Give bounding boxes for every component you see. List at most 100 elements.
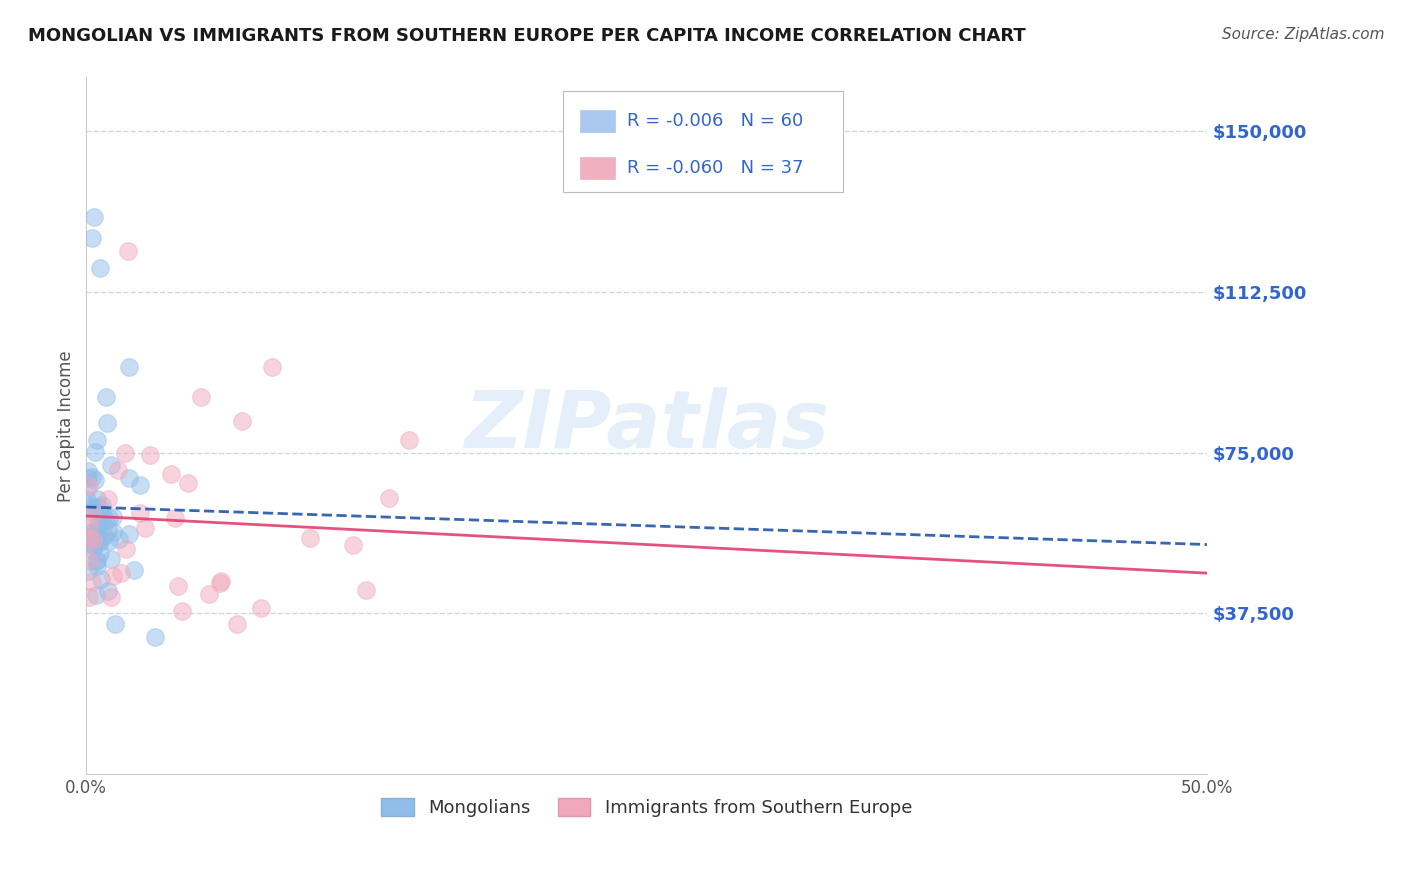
Point (83, 539, 105, 553)
Point (139, 448, 162, 462)
Point (87, 519, 110, 533)
Point (209, 574, 232, 588)
Point (86, 519, 108, 533)
Point (100, 590, 122, 604)
Point (87, 529, 110, 543)
Point (79, 532, 101, 546)
Point (86, 492, 108, 507)
Text: R = -0.060   N = 37: R = -0.060 N = 37 (627, 159, 803, 178)
Point (79, 504, 101, 518)
Point (299, 531, 322, 545)
Point (165, 511, 187, 525)
Point (143, 630, 166, 644)
Point (100, 458, 122, 473)
Point (97, 583, 120, 598)
Point (98, 534, 121, 549)
Point (134, 521, 156, 535)
Point (89, 506, 111, 520)
Point (103, 509, 125, 524)
Point (100, 552, 122, 566)
Point (86, 553, 108, 567)
Point (84, 525, 107, 540)
Point (91, 508, 114, 523)
Point (84, 554, 107, 568)
Text: MONGOLIAN VS IMMIGRANTS FROM SOUTHERN EUROPE PER CAPITA INCOME CORRELATION CHART: MONGOLIAN VS IMMIGRANTS FROM SOUTHERN EU… (28, 27, 1026, 45)
Point (101, 524, 124, 539)
Point (77, 530, 100, 544)
Point (82, 508, 104, 523)
Point (77, 553, 100, 567)
Point (76, 526, 98, 541)
Point (115, 541, 138, 556)
Point (89, 261, 111, 276)
Point (80, 533, 103, 547)
Point (97, 523, 120, 537)
Point (83, 474, 105, 488)
Point (249, 600, 271, 615)
Point (89, 535, 111, 549)
Point (76, 465, 98, 479)
Point (76, 471, 98, 485)
Point (177, 475, 200, 490)
Text: Source: ZipAtlas.com: Source: ZipAtlas.com (1222, 27, 1385, 42)
Point (82, 543, 104, 558)
Point (84, 533, 107, 547)
Point (80, 575, 103, 590)
Point (83, 445, 105, 459)
Point (118, 471, 141, 485)
Point (398, 433, 420, 447)
Point (110, 566, 132, 581)
Text: ZIPatlas: ZIPatlas (464, 387, 830, 465)
Point (84, 588, 107, 602)
Point (118, 359, 141, 374)
Point (80, 536, 103, 550)
Point (87, 500, 110, 515)
Point (342, 538, 364, 552)
Point (90, 498, 112, 512)
Point (209, 575, 232, 590)
Point (83, 210, 105, 224)
Point (87, 533, 110, 548)
Point (104, 617, 127, 632)
FancyBboxPatch shape (562, 91, 844, 193)
Point (231, 414, 253, 428)
Point (82, 470, 104, 484)
Point (114, 445, 136, 459)
Point (94, 390, 117, 404)
Point (79, 500, 101, 514)
Point (77, 479, 100, 493)
Point (117, 244, 139, 258)
Point (378, 491, 401, 506)
Point (107, 463, 129, 477)
Point (77, 590, 100, 604)
Point (77, 518, 100, 533)
Point (76, 482, 98, 496)
Point (86, 433, 108, 447)
Point (83, 500, 105, 514)
Point (124, 563, 146, 577)
Point (82, 533, 104, 548)
Point (190, 390, 212, 404)
Point (198, 587, 221, 601)
Point (108, 533, 131, 547)
Point (89, 546, 111, 560)
FancyBboxPatch shape (579, 110, 616, 132)
Point (129, 506, 152, 520)
Point (167, 579, 190, 593)
Text: R = -0.006   N = 60: R = -0.006 N = 60 (627, 112, 803, 130)
Point (101, 569, 124, 583)
FancyBboxPatch shape (579, 157, 616, 179)
Point (354, 583, 377, 598)
Point (97, 492, 120, 507)
Point (172, 604, 194, 618)
Point (129, 478, 152, 492)
Point (76, 492, 98, 507)
Point (77, 564, 100, 578)
Legend: Mongolians, Immigrants from Southern Europe: Mongolians, Immigrants from Southern Eur… (374, 790, 920, 824)
Point (94, 514, 117, 528)
Y-axis label: Per Capita Income: Per Capita Income (58, 350, 75, 501)
Point (260, 359, 283, 374)
Point (90, 572, 112, 586)
Point (80, 231, 103, 245)
Point (79, 526, 101, 541)
